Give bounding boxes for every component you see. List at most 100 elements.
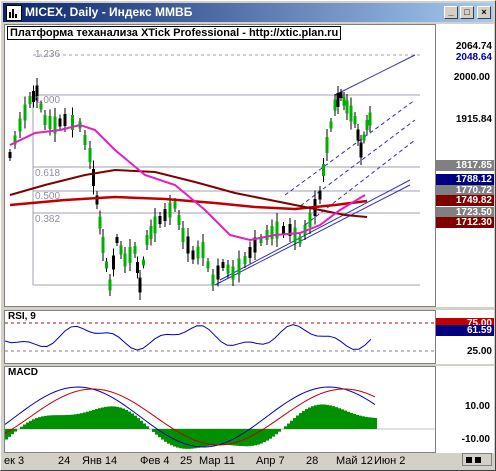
macd-bar: [245, 429, 248, 447]
macd-bar: [128, 411, 131, 429]
candle-body: [142, 259, 145, 266]
price-tag-high: 2064.74: [436, 41, 494, 52]
macd-bar: [332, 406, 335, 429]
candle-body: [342, 96, 346, 106]
minimize-button[interactable]: _: [444, 6, 458, 19]
macd-bar: [44, 415, 47, 429]
candle-body: [63, 114, 67, 126]
macd-bar: [164, 429, 167, 442]
macd-bar: [224, 429, 227, 445]
macd-bar: [233, 429, 236, 446]
candle-body: [339, 92, 343, 98]
candle-body: [145, 235, 149, 245]
macd-bar: [278, 429, 281, 432]
macd-bar: [188, 429, 191, 449]
candle-body: [105, 261, 108, 269]
macd-bar: [341, 409, 344, 429]
candle-body: [53, 116, 57, 134]
candle-body: [112, 255, 115, 270]
ma-fast-line: [9, 123, 366, 242]
macd-bar: [59, 415, 62, 429]
candle-body: [318, 190, 322, 200]
macd-bar: [137, 418, 140, 429]
ma-mid-line: [9, 168, 368, 218]
candle-body: [368, 112, 372, 126]
macd-bar: [329, 405, 332, 429]
price-tag-ma-mid: 1749.82: [436, 195, 494, 206]
macd-bar: [116, 406, 119, 429]
macd-bar: [215, 429, 218, 446]
candle-body: [359, 142, 363, 158]
macd-bar: [146, 426, 149, 429]
x-label-0: ек 3: [4, 455, 25, 467]
fib-label-0382: 0.382: [35, 214, 61, 225]
macd-bar: [14, 429, 17, 432]
candle-body: [325, 137, 329, 153]
rsi-axis: 75.00 61.59 25.00: [436, 310, 494, 364]
macd-bar: [326, 404, 329, 429]
candle-body: [275, 221, 279, 239]
candle-body: [265, 230, 269, 240]
candle-body: [13, 135, 17, 145]
macd-bar: [113, 406, 116, 429]
macd-bar: [254, 429, 257, 446]
macd-axis: 10.00 -10.00: [436, 366, 494, 453]
macd-bar: [368, 417, 371, 429]
macd-bar: [209, 429, 212, 446]
macd-bar: [221, 429, 224, 445]
macd-bar: [197, 429, 200, 448]
macd-bar: [8, 429, 11, 437]
candle-body: [83, 135, 87, 145]
candle-body: [153, 216, 157, 234]
macd-bar: [308, 407, 311, 429]
macd-bar: [107, 406, 110, 429]
maximize-button[interactable]: □: [460, 6, 474, 19]
macd-bar: [32, 419, 35, 429]
candle-body: [177, 215, 181, 225]
scroll-grip[interactable]: [462, 453, 492, 466]
macd-bar: [242, 429, 245, 447]
price-tick-2000: 2000.00: [453, 72, 490, 83]
x-label-7: 28: [306, 455, 319, 467]
candle-body: [92, 169, 95, 186]
macd-histogram: [5, 404, 377, 449]
macd-bar: [176, 429, 179, 448]
candle-body: [98, 216, 102, 229]
macd-plot[interactable]: MACD: [4, 366, 436, 453]
candle-body: [345, 100, 349, 114]
price-tag-ma-fast: 1788.12: [436, 174, 494, 185]
title-bar[interactable]: MICEX, Daily - Индекс ММВБ _ □ ×: [3, 3, 493, 22]
candle-body: [259, 237, 263, 243]
candle-body: [8, 152, 12, 158]
macd-bar: [299, 413, 302, 429]
macd-bar: [257, 429, 260, 445]
macd-bar: [29, 420, 32, 429]
chart-app-icon: [6, 5, 22, 21]
scroll-right-icon: [475, 457, 481, 463]
candle-body: [231, 266, 235, 280]
macd-bar: [77, 413, 80, 429]
macd-bar: [230, 429, 233, 446]
rsi-plot[interactable]: RSI, 9: [4, 310, 436, 364]
rsi-chart-svg: [4, 322, 435, 352]
fib-label-0500: 0.500: [35, 191, 61, 202]
macd-bar: [218, 429, 221, 445]
macd-bar: [206, 429, 209, 447]
macd-bar: [98, 408, 101, 429]
macd-bar: [182, 429, 185, 449]
x-label-5: Мар 11: [199, 455, 235, 467]
close-button[interactable]: ×: [477, 6, 491, 19]
macd-bar: [110, 406, 113, 429]
candle-body: [288, 224, 292, 236]
x-label-9: Июн 2: [374, 455, 406, 467]
candle-body: [282, 226, 285, 234]
price-plot[interactable]: Платформа теханализа XTick Professional …: [4, 24, 436, 307]
platform-banner: Платформа теханализа XTick Professional …: [7, 26, 342, 40]
rsi-tag-25: 25.00: [436, 346, 494, 357]
macd-bar: [56, 415, 59, 429]
macd-bar: [104, 406, 107, 429]
macd-bar: [203, 429, 206, 447]
macd-bar: [80, 413, 83, 429]
macd-label: MACD: [6, 367, 40, 378]
